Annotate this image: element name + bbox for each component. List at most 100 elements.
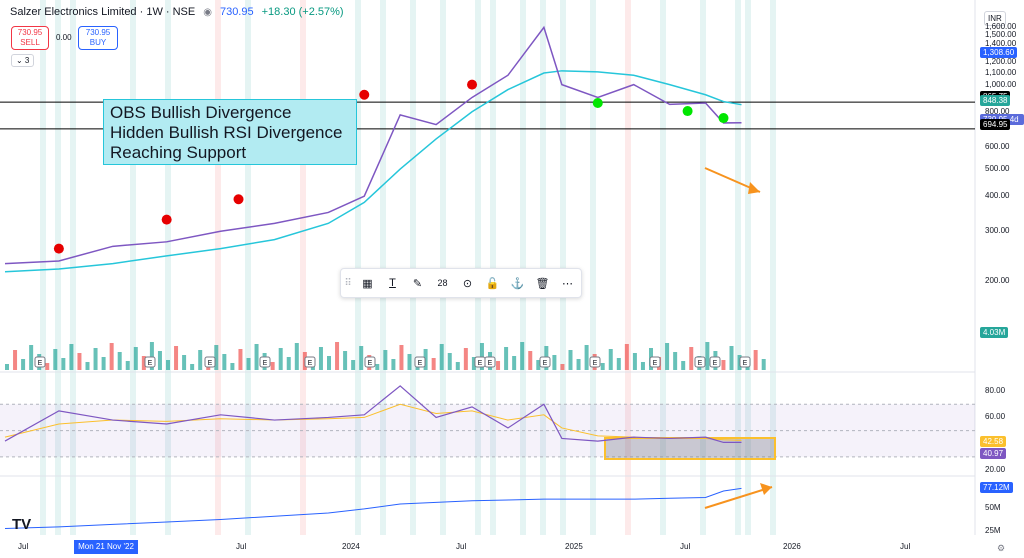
- sell-label: SELL: [20, 38, 40, 47]
- earnings-marker-box: [144, 356, 156, 368]
- volume-bar: [327, 356, 331, 370]
- rsi-tag: 42.58: [980, 436, 1007, 447]
- brush-icon[interactable]: ✎: [412, 277, 423, 290]
- currency-selector[interactable]: INR: [984, 11, 1006, 26]
- earnings-marker-letter: E: [478, 360, 483, 367]
- more-icon[interactable]: ⋯: [562, 277, 573, 290]
- volume-bar: [174, 346, 179, 370]
- price-axis-tick: 300.00: [985, 226, 1010, 236]
- volume-bar: [391, 359, 396, 370]
- earnings-marker: E: [474, 356, 486, 368]
- volume-bar: [133, 347, 138, 370]
- obv-line: [4, 487, 742, 529]
- price-axis-tick: 1,200.00: [985, 57, 1017, 67]
- sell-button[interactable]: 730.95 SELL: [11, 26, 49, 50]
- rsi-axis-tick: 20.00: [985, 465, 1006, 474]
- drag-handle-icon[interactable]: ⠿: [344, 277, 352, 289]
- volume-bar: [294, 343, 299, 370]
- earnings-marker: E: [709, 356, 721, 368]
- tradingview-logo[interactable]: TV: [12, 516, 32, 533]
- volume-bar: [270, 362, 275, 370]
- earnings-marker-box: [34, 356, 46, 368]
- volume-bar: [568, 350, 573, 370]
- time-axis-tick: 2024: [342, 542, 360, 551]
- anchor-icon[interactable]: ⚓: [510, 277, 525, 290]
- signal-band: [540, 0, 546, 535]
- arrow-head: [760, 483, 772, 495]
- signal-band: [215, 0, 221, 535]
- annotation-line-2: Hidden Bullish RSI Divergence: [110, 123, 343, 142]
- rsi-line: [4, 385, 742, 443]
- volume-bar: [528, 351, 533, 370]
- rsi-highlight-box: [604, 437, 776, 460]
- earnings-marker: E: [204, 356, 216, 368]
- volume-bar: [375, 364, 380, 370]
- price-axis-tick: 500.00: [985, 164, 1010, 174]
- volume-bar: [198, 350, 203, 370]
- volume-bar: [351, 360, 356, 370]
- price-tag: 4.03M: [980, 327, 1009, 338]
- signal-band: [475, 0, 481, 535]
- earnings-marker: E: [589, 356, 601, 368]
- volume-bar: [560, 364, 565, 370]
- earnings-marker-letter: E: [263, 360, 268, 367]
- obv-tag: 77.12M: [980, 482, 1013, 493]
- volume-bar: [246, 358, 251, 370]
- visibility-icon[interactable]: ◉: [203, 6, 212, 18]
- text-icon[interactable]: T: [389, 277, 396, 289]
- time-axis-tick: Jul: [236, 542, 247, 551]
- signal-band: [440, 0, 446, 535]
- trash-icon[interactable]: 🗑: [535, 277, 550, 290]
- time-axis-tick: 2026: [783, 542, 801, 551]
- signal-band: [590, 0, 596, 535]
- earnings-marker-box: [539, 356, 551, 368]
- earnings-marker-letter: E: [743, 360, 748, 367]
- annotation-box[interactable]: OBS Bullish Divergence Hidden Bullish RS…: [103, 99, 357, 165]
- layout-icon[interactable]: ▦: [362, 277, 373, 290]
- sell-signal-dot: [359, 89, 370, 100]
- volume-bar: [335, 342, 340, 370]
- volume-bar: [77, 353, 82, 370]
- volume-bar: [536, 360, 541, 370]
- volume-bar: [21, 359, 26, 370]
- buy-button[interactable]: 730.95 BUY: [78, 26, 118, 50]
- gear-icon[interactable]: ⚙: [997, 543, 1006, 553]
- volume-bar: [278, 348, 283, 370]
- volume-bar: [681, 361, 686, 370]
- earnings-marker-box: [739, 356, 751, 368]
- annotation-line-1: OBS Bullish Divergence: [110, 103, 292, 122]
- lock-icon[interactable]: 🔓: [485, 277, 500, 290]
- volume-bar: [640, 362, 645, 370]
- arrow-head: [748, 182, 760, 194]
- earnings-marker-box: [259, 356, 271, 368]
- earnings-marker-letter: E: [148, 360, 153, 367]
- price-line: [4, 25, 742, 265]
- font-size-value[interactable]: 28: [437, 278, 448, 288]
- signal-band: [745, 0, 751, 535]
- drawing-toolbar: ⠿ ▦ T ✎ 28 ⊙ 🔓 ⚓ 🗑 ⋯: [340, 268, 582, 298]
- volume-bar: [439, 344, 444, 370]
- volume-bar: [584, 345, 589, 370]
- price-axis-tick: 200.00: [985, 275, 1010, 285]
- obv-axis-tick: 50M: [985, 503, 1001, 512]
- last-price: 730.95: [219, 6, 254, 18]
- indicator-count-toggle[interactable]: ⌄ 3: [11, 54, 35, 67]
- earnings-marker-letter: E: [543, 360, 548, 367]
- volume-bar: [318, 347, 323, 370]
- volume-bar: [359, 346, 364, 370]
- volume-bar: [13, 350, 18, 370]
- signal-band: [245, 0, 251, 535]
- signal-band: [520, 0, 526, 535]
- settings-icon[interactable]: ⊙: [462, 277, 473, 290]
- price-tag: 694.95: [980, 118, 1011, 130]
- volume-bar: [407, 354, 412, 370]
- signal-band: [410, 0, 416, 535]
- earnings-marker-letter: E: [38, 360, 43, 367]
- volume-bar: [455, 362, 460, 370]
- earnings-marker-box: [484, 356, 496, 368]
- price-tag: 1,308.60: [980, 46, 1018, 58]
- signal-band: [660, 0, 666, 535]
- earnings-marker: E: [484, 356, 496, 368]
- symbol-title[interactable]: Salzer Electronics Limited · 1W · NSE: [10, 6, 196, 18]
